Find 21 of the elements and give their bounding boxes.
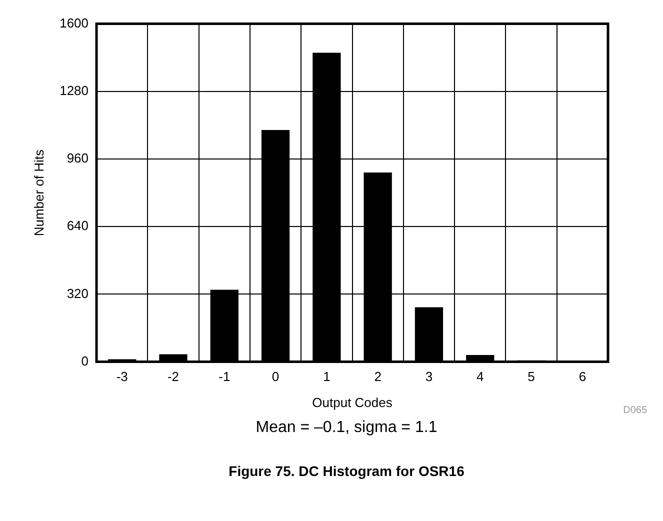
x-tick-label: -2	[167, 369, 180, 384]
y-tick-label: 1280	[60, 82, 89, 98]
x-tick-label: -1	[218, 369, 230, 384]
x-tick-label: 3	[425, 369, 433, 384]
text: Figure 75. DC Histogram for OSR16	[228, 463, 466, 479]
y-tick-label: 0	[81, 353, 89, 368]
y-tick-label: 960	[66, 150, 89, 166]
x-tick-label: 1	[323, 369, 330, 384]
y-tick-label: 1600	[60, 15, 89, 30]
x-tick-label: -3	[116, 369, 128, 384]
x-tick-label: 2	[374, 369, 382, 384]
y-tick-label: 640	[66, 218, 89, 234]
x-tick-label: 4	[476, 369, 484, 384]
x-tick-label: 6	[578, 369, 586, 384]
x-tick-label: 5	[528, 369, 535, 384]
x-tick-label: 0	[272, 369, 280, 384]
text: D065	[623, 405, 647, 416]
y-tick-label: 320	[66, 286, 89, 301]
text: Mean = –0.1, sigma = 1.1	[256, 419, 438, 436]
y-axis-title: Number of Hits	[31, 148, 46, 236]
x-axis-title: Output Codes	[312, 394, 393, 410]
